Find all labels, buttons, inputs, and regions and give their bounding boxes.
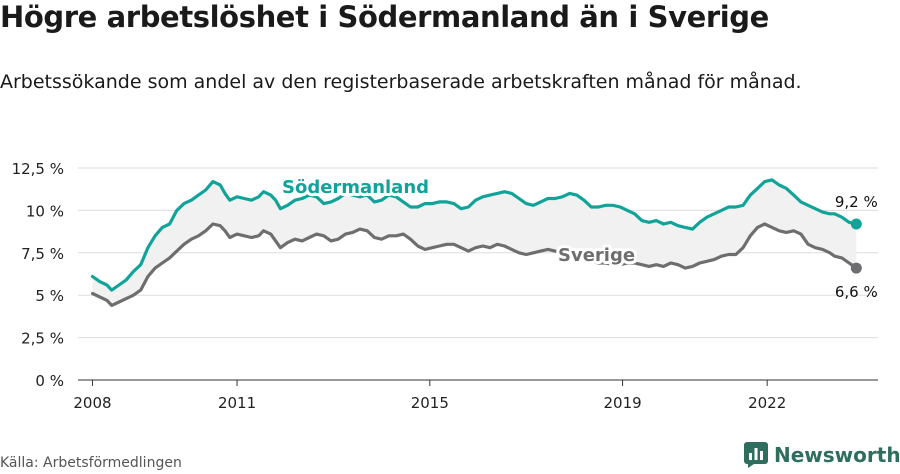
brand-name: Newsworthy <box>774 443 900 467</box>
brand-logo: Newsworthy <box>744 442 900 468</box>
y-tick-label: 5 % <box>35 287 64 305</box>
y-tick-label: 0 % <box>35 372 64 390</box>
y-tick-label: 12,5 % <box>12 160 64 178</box>
series-line-sodermanland <box>90 178 858 292</box>
x-tick-label: 2008 <box>73 394 111 412</box>
newsworthy-logo-icon <box>744 442 768 468</box>
series-labels: SödermanlandSödermanlandSverigeSverige9,… <box>279 174 878 301</box>
source-note: Källa: Arbetsförmedlingen <box>0 455 182 471</box>
end-value-label-sverige: 6,6 % <box>835 283 878 301</box>
x-tick-label: 2022 <box>748 394 786 412</box>
y-tick-label: 7,5 % <box>21 245 64 263</box>
axes: 0 % 2,5 % 5 % 7,5 % 10 % 12,5 % 2008 2011 2015 20… <box>12 160 878 412</box>
series-label-sverige: Sverige <box>558 245 635 266</box>
y-tick-label: 2,5 % <box>21 330 64 348</box>
series-label-sverige-halo: Sverige <box>558 245 635 266</box>
series-label-sodermanland: Södermanland <box>282 177 429 198</box>
end-point-sverige <box>850 262 862 274</box>
x-tick-label: 2011 <box>218 394 256 412</box>
series-line-sverige <box>90 222 858 307</box>
series-label-sodermanland-halo: Södermanland <box>282 177 429 198</box>
y-tick-label: 10 % <box>26 202 64 220</box>
chart-subtitle: Arbetssökande som andel av den registerb… <box>0 71 802 93</box>
end-value-label-sodermanland: 9,2 % <box>835 193 878 211</box>
end-point-sodermanland <box>850 218 862 230</box>
x-tick-label: 2015 <box>411 394 449 412</box>
x-tick-label: 2019 <box>603 394 641 412</box>
series-lines <box>90 178 862 307</box>
difference-band <box>92 179 857 306</box>
chart-title: Högre arbetslöshet i Södermanland än i S… <box>0 0 769 34</box>
difference-area <box>92 179 857 306</box>
